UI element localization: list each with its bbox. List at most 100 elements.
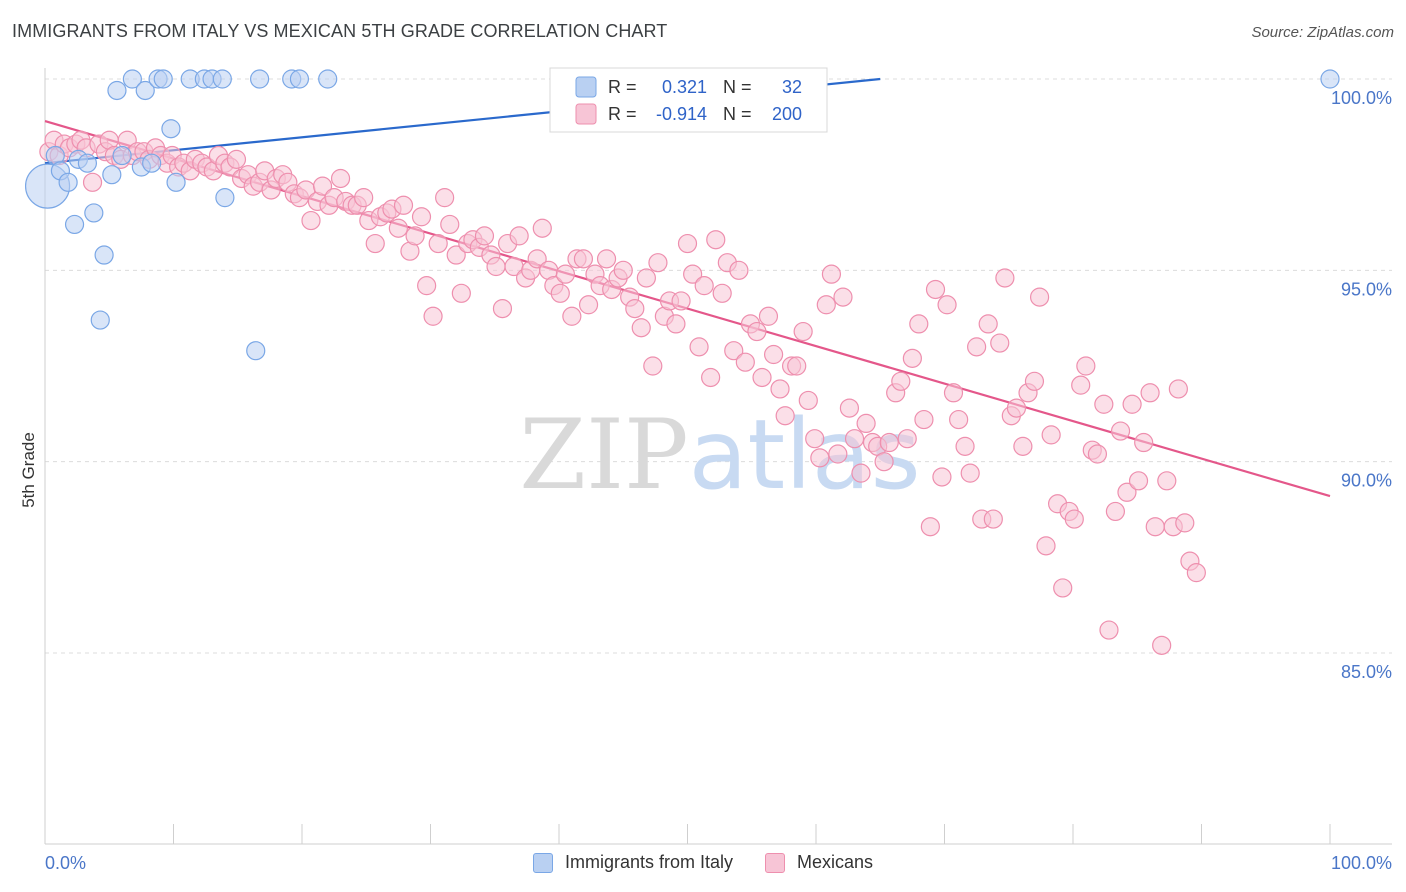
point-mexicans-93: [573, 249, 594, 269]
point-mexicans-188: [1122, 394, 1142, 414]
point-mexicans-141: [851, 463, 871, 483]
point-mexicans-106: [648, 253, 668, 273]
point-mexicans-158: [949, 409, 969, 430]
point-mexicans-91: [562, 306, 582, 326]
point-italy-30: [318, 69, 338, 89]
legend-swatch-mexicans: [765, 852, 786, 873]
point-mexicans-112: [683, 264, 703, 284]
point-italy-24: [212, 69, 232, 89]
point-mexicans-189: [1128, 471, 1149, 491]
point-mexicans-197: [1175, 513, 1195, 533]
legend-swatch-mexicans: [575, 103, 597, 125]
point-mexicans-117: [712, 283, 732, 303]
point-mexicans-65: [411, 207, 432, 227]
point-mexicans-171: [1024, 371, 1045, 391]
point-italy-27: [249, 69, 270, 89]
point-mexicans-71: [446, 245, 466, 265]
point-mexicans-85: [527, 249, 547, 269]
point-mexicans-153: [920, 517, 940, 537]
point-mexicans-193: [1152, 635, 1172, 655]
point-mexicans-114: [694, 276, 714, 296]
legend-item-italy[interactable]: Immigrants from Italy: [533, 852, 733, 873]
point-mexicans-123: [747, 321, 767, 342]
point-mexicans-97: [596, 249, 617, 269]
y-tick-label-2: 95.0%: [1341, 279, 1392, 299]
point-mexicans-166: [995, 268, 1015, 288]
point-mexicans-187: [1117, 482, 1137, 502]
point-mexicans-169: [1013, 436, 1033, 456]
legend-item-mexicans[interactable]: Mexicans: [765, 852, 873, 873]
point-mexicans-132: [798, 390, 818, 411]
y-axis-title: 5th Grade: [19, 432, 38, 508]
point-mexicans-179: [1071, 375, 1091, 395]
point-mexicans-174: [1041, 425, 1061, 445]
legend-n-value-1: 200: [772, 104, 802, 124]
legend-n-label-1: N =: [723, 104, 752, 124]
point-mexicans-111: [677, 233, 698, 254]
point-mexicans-196: [1168, 379, 1188, 399]
point-mexicans-119: [724, 341, 744, 361]
point-mexicans-68: [428, 233, 448, 254]
point-italy-31: [1320, 69, 1340, 89]
point-mexicans-157: [943, 383, 964, 403]
point-mexicans-105: [643, 356, 663, 376]
point-italy-16: [142, 153, 162, 173]
legend-swatch-italy: [575, 76, 597, 98]
x-tick-label-0: 0.0%: [45, 853, 86, 873]
point-mexicans-121: [735, 352, 755, 372]
watermark: ZIPatlas: [519, 399, 920, 511]
point-mexicans-183: [1094, 394, 1114, 414]
point-italy-4: [64, 214, 85, 235]
point-mexicans-161: [967, 337, 987, 357]
point-mexicans-46: [301, 210, 321, 231]
point-mexicans-137: [828, 444, 848, 464]
point-mexicans-102: [625, 299, 645, 319]
point-mexicans-159: [955, 436, 975, 456]
legend-r-value-0: 0.321: [662, 77, 707, 97]
point-mexicans-160: [960, 463, 980, 483]
legend-r-value-1: -0.914: [656, 104, 707, 124]
point-mexicans-70: [440, 214, 460, 235]
point-mexicans-115: [701, 367, 721, 388]
y-tick-label-3: 100.0%: [1331, 88, 1392, 108]
point-mexicans-182: [1087, 444, 1108, 464]
point-mexicans-110: [671, 291, 691, 311]
point-mexicans-151: [909, 314, 929, 334]
point-mexicans-57: [365, 233, 385, 254]
point-mexicans-142: [856, 413, 876, 433]
point-mexicans-192: [1145, 517, 1165, 537]
y-tick-label-0: 85.0%: [1341, 662, 1392, 682]
point-mexicans-62: [393, 195, 414, 215]
point-mexicans-128: [775, 406, 795, 426]
point-mexicans-185: [1105, 501, 1126, 522]
point-mexicans-194: [1157, 471, 1177, 491]
point-mexicans-165: [990, 333, 1010, 353]
point-mexicans-139: [839, 398, 860, 418]
point-italy-7: [84, 203, 104, 223]
point-mexicans-163: [978, 314, 998, 334]
tick-labels: 85.0% 90.0% 95.0% 100.0% 0.0% 100.0%: [45, 88, 1392, 873]
legend-r-label-0: R =: [608, 77, 637, 97]
point-mexicans-76: [474, 226, 495, 246]
point-mexicans-51: [330, 168, 351, 189]
point-mexicans-67: [423, 306, 443, 326]
point-mexicans-172: [1029, 287, 1050, 307]
point-mexicans-184: [1099, 620, 1119, 640]
series-mexicans: [39, 130, 1206, 655]
point-mexicans-134: [810, 448, 830, 468]
point-mexicans-173: [1036, 536, 1056, 556]
point-mexicans-190: [1134, 432, 1154, 453]
legend-label-italy: Immigrants from Italy: [565, 852, 734, 872]
legend-n-value-0: 32: [782, 77, 802, 97]
point-mexicans-33: [226, 149, 247, 169]
point-mexicans-8: [82, 172, 103, 192]
point-mexicans-100: [613, 260, 633, 280]
stats-legend: R = 0.321 N = 32 R = -0.914 N = 200: [549, 67, 828, 133]
point-mexicans-116: [706, 230, 726, 250]
point-italy-6: [77, 153, 98, 173]
point-mexicans-199: [1186, 563, 1206, 583]
point-mexicans-136: [821, 264, 842, 284]
point-mexicans-146: [879, 432, 899, 453]
point-mexicans-120: [729, 260, 749, 280]
point-mexicans-79: [492, 299, 513, 319]
